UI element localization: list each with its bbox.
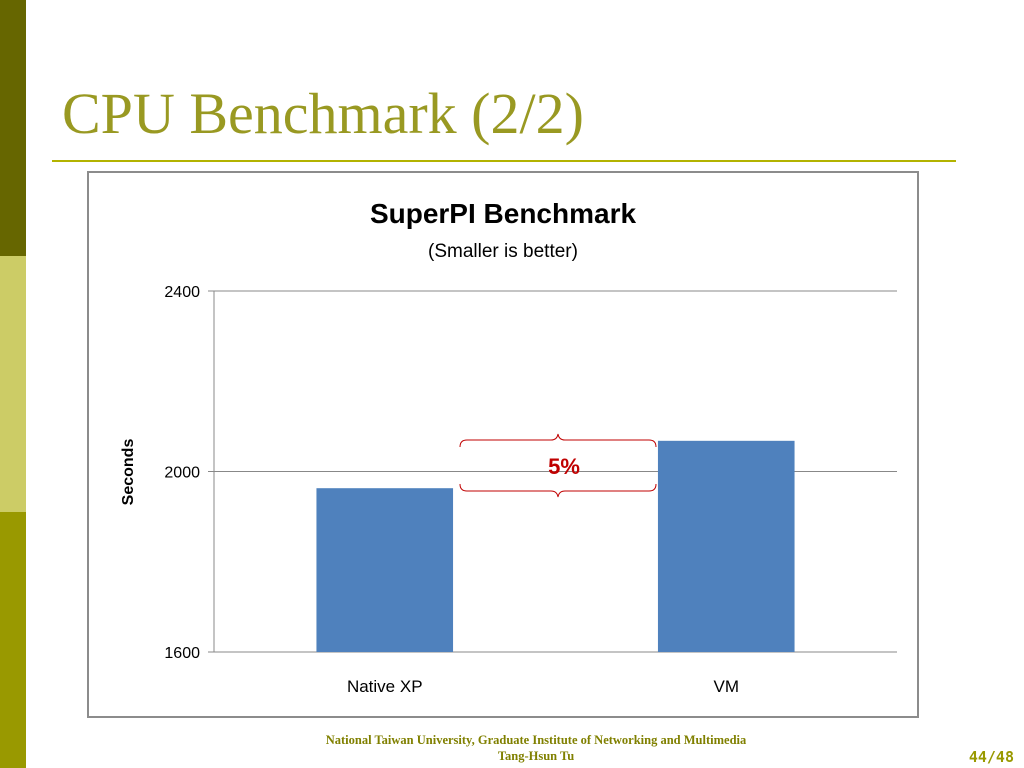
footer-institution: National Taiwan University, Graduate Ins…: [325, 733, 747, 747]
y-axis-label: Seconds: [120, 439, 137, 506]
annotation-bracket-top: [459, 433, 657, 448]
bar-chart: SuperPI Benchmark (Smaller is better) 16…: [120, 198, 897, 696]
x-tick-label: VM: [714, 677, 740, 696]
y-tick-label: 2000: [164, 465, 200, 482]
bar-native-xp: [316, 488, 454, 652]
decor-stripe-middle: [0, 256, 26, 512]
page-number: 44/48: [968, 748, 1014, 766]
decor-stripe-top: [0, 0, 26, 256]
x-tick-label: Native XP: [347, 677, 423, 696]
bar-vm: [657, 440, 795, 652]
annotation-bracket-bottom: [459, 483, 657, 498]
footer: National Taiwan University, Graduate Ins…: [236, 732, 836, 764]
chart-title: SuperPI Benchmark: [370, 198, 637, 229]
decor-stripe-bottom: [0, 512, 26, 768]
annotation-label: 5%: [548, 454, 580, 479]
title-divider: [52, 160, 956, 162]
slide-title: CPU Benchmark (2/2): [62, 81, 584, 146]
y-tick-label: 1600: [164, 645, 200, 662]
y-tick-label: 2400: [164, 284, 200, 301]
footer-author: Tang-Hsun Tu: [497, 749, 575, 763]
chart-subtitle: (Smaller is better): [428, 241, 578, 262]
